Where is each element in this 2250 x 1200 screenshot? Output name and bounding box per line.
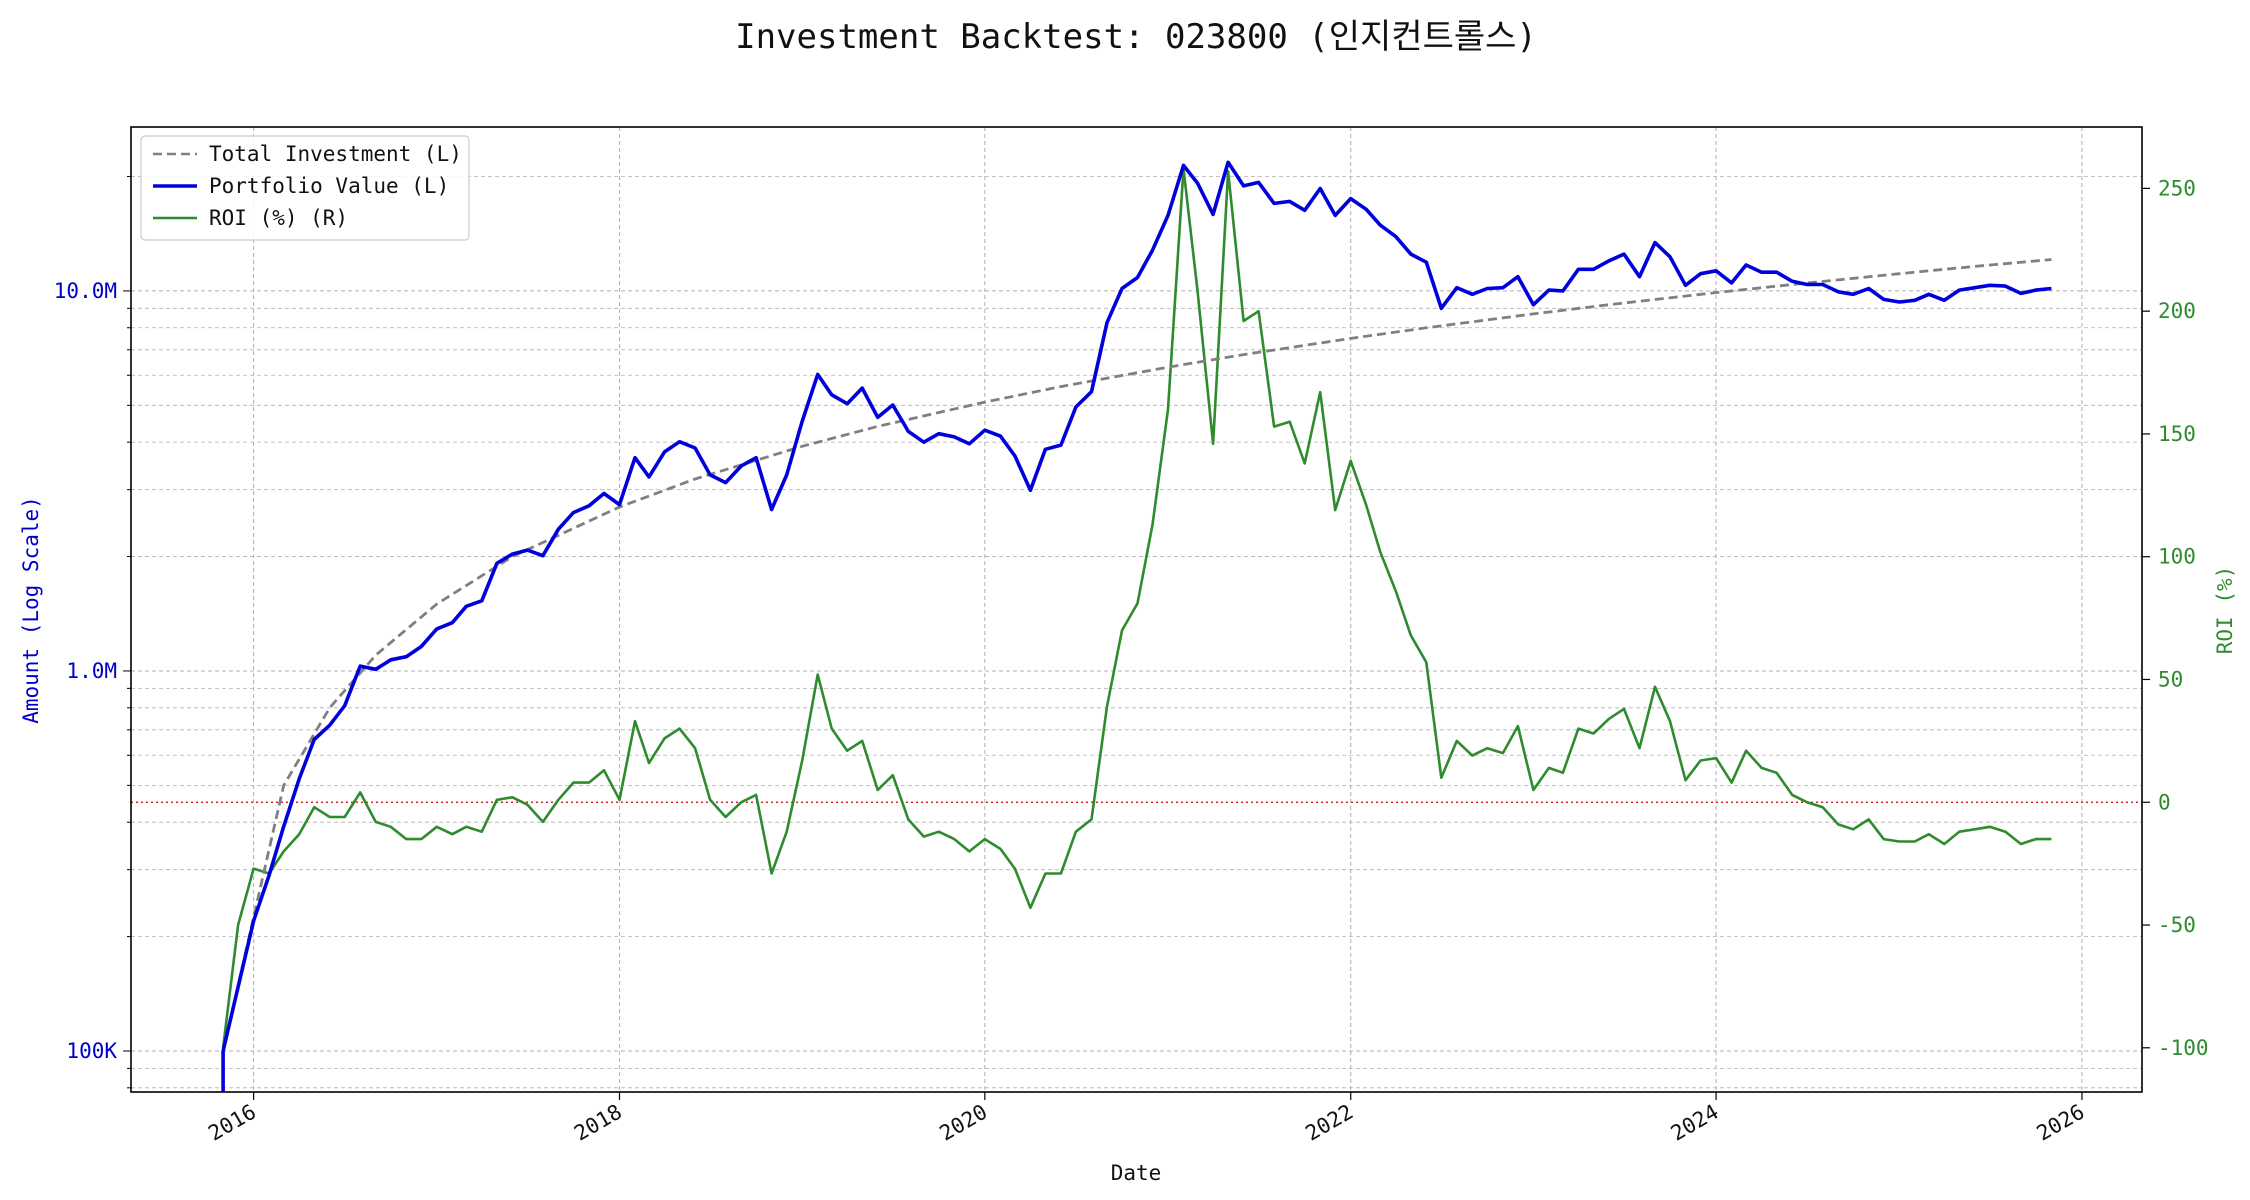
y-right-axis: -100 -50 0 50 100 150 200 250 xyxy=(2142,176,2209,1060)
x-tick-label: 2026 xyxy=(2033,1100,2089,1146)
y-left-tick-label: 10.0M xyxy=(54,279,117,303)
x-tick-label: 2018 xyxy=(570,1100,626,1146)
legend-label: Total Investment (L) xyxy=(209,142,462,166)
plot-frame xyxy=(130,126,2143,1093)
y-right-tick-label: 150 xyxy=(2158,422,2196,446)
x-tick-label: 2022 xyxy=(1301,1100,1357,1146)
legend-box xyxy=(140,135,470,241)
y-left-tick-label: 100K xyxy=(66,1039,117,1063)
chart-title: Investment Backtest: 023800 (인지컨트롤스) xyxy=(735,17,1537,57)
legend-label: Portfolio Value (L) xyxy=(209,174,449,198)
series-layer xyxy=(221,160,2052,1092)
series-line-roi-r xyxy=(221,167,2052,1048)
y-right-tick-label: 0 xyxy=(2158,790,2171,814)
x-tick-label: 2024 xyxy=(1667,1100,1723,1146)
legend: Total Investment (L) Portfolio Value (L) R… xyxy=(140,135,470,241)
y-right-tick-label: -100 xyxy=(2158,1036,2209,1060)
series-line-portfolio-value-l xyxy=(221,160,2052,1092)
y-right-tick-label: -50 xyxy=(2158,913,2196,937)
y-right-axis-label: ROI (%) xyxy=(2213,566,2237,655)
x-tick-label: 2016 xyxy=(204,1100,260,1146)
x-axis: 2016 2018 2020 2022 2024 2026 xyxy=(204,1092,2088,1146)
y-left-axis-label: Amount (Log Scale) xyxy=(19,496,43,724)
x-axis-label: Date xyxy=(1111,1161,1162,1185)
series-line-total-investment-l xyxy=(221,258,2052,1052)
legend-label: ROI (%) (R) xyxy=(209,206,348,230)
y-left-tick-label: 1.0M xyxy=(66,659,117,683)
y-right-tick-label: 250 xyxy=(2158,176,2196,200)
y-left-axis: 100K 1.0M 10.0M xyxy=(54,176,131,1089)
y-right-tick-label: 50 xyxy=(2158,667,2183,691)
x-tick-label: 2020 xyxy=(936,1100,992,1146)
y-right-tick-label: 100 xyxy=(2158,545,2196,569)
grid xyxy=(131,127,2142,1092)
y-right-tick-label: 200 xyxy=(2158,299,2196,323)
